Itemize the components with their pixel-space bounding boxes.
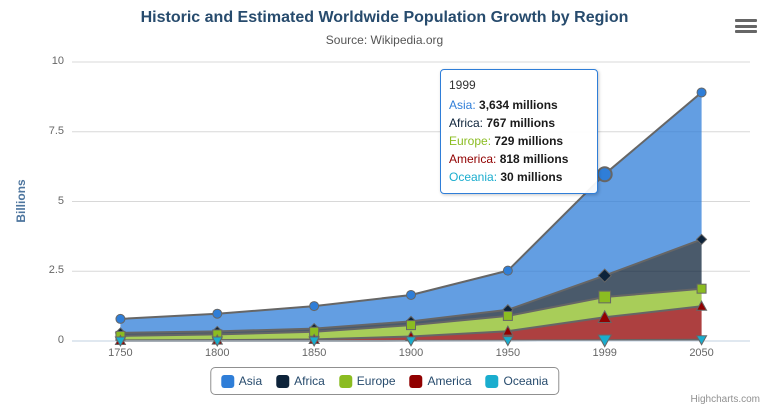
credits-link[interactable]: Highcharts.com [690, 394, 760, 405]
marker-asia-1850[interactable] [309, 301, 320, 312]
tooltip-series-name: Africa: [449, 116, 487, 130]
marker-oceania-1999[interactable] [597, 334, 613, 348]
legend-item-africa[interactable]: Africa [276, 374, 325, 388]
tooltip-series-value: 3,634 millions [479, 98, 558, 112]
marker-oceania-1850[interactable] [308, 336, 320, 347]
area-asia[interactable] [120, 92, 702, 333]
legend-item-oceania[interactable]: Oceania [485, 374, 549, 388]
legend-item-asia[interactable]: Asia [220, 374, 263, 388]
tooltip: 1999 Asia: 3,634 millions Africa: 767 mil… [440, 69, 598, 194]
oceania-swatch-icon [485, 374, 499, 388]
tooltip-row-africa: Africa: 767 millions [449, 114, 589, 132]
legend-label: Asia [238, 374, 263, 388]
y-axis-label: 5 [57, 194, 64, 207]
x-axis-label: 1999 [592, 347, 617, 359]
y-axis-label: 0 [57, 334, 64, 346]
marker-oceania-1800[interactable] [211, 336, 224, 347]
tooltip-series-value: 729 millions [494, 134, 564, 148]
marker-europe-1900[interactable] [406, 320, 416, 331]
marker-oceania-1950[interactable] [502, 336, 514, 347]
marker-oceania-2050[interactable] [695, 335, 708, 346]
marker-oceania-1900[interactable] [405, 336, 417, 347]
x-axis-label: 1900 [398, 347, 424, 359]
marker-europe-2050[interactable] [696, 283, 707, 294]
x-axis-label: 2050 [689, 347, 714, 359]
america-swatch-icon [409, 374, 423, 388]
legend-label: Europe [356, 374, 396, 388]
marker-america-2050[interactable] [695, 300, 708, 311]
tooltip-series-value: 818 millions [499, 152, 569, 166]
area-america[interactable] [120, 306, 702, 341]
africa-swatch-icon [276, 374, 290, 388]
marker-asia-1900[interactable] [406, 289, 416, 300]
y-axis-label: 10 [51, 55, 64, 67]
legend-label: Oceania [503, 374, 549, 388]
asia-swatch-icon [220, 374, 234, 388]
y-axis-label: 2.5 [48, 264, 64, 277]
tooltip-series-value: 30 millions [500, 170, 563, 184]
marker-asia-1999[interactable] [596, 166, 613, 183]
hamburger-menu-icon [735, 24, 757, 28]
x-axis-label: 1950 [495, 347, 521, 359]
context-menu-button[interactable] [735, 19, 757, 33]
marker-asia-1950[interactable] [502, 265, 513, 276]
chart-title: Historic and Estimated Worldwide Populat… [140, 9, 629, 26]
tooltip-row-america: America: 818 millions [449, 150, 589, 168]
legend-item-europe[interactable]: Europe [338, 374, 396, 388]
marker-oceania-1750[interactable] [114, 336, 127, 347]
europe-swatch-icon [338, 374, 352, 388]
tooltip-header: 1999 [449, 78, 476, 92]
marker-africa-2050[interactable] [695, 233, 708, 246]
tooltip-rows: Asia: 3,634 millions Africa: 767 millions… [449, 96, 589, 186]
tooltip-series-name: Asia: [449, 98, 480, 112]
legend-label: Africa [294, 374, 325, 388]
tooltip-series-name: America: [449, 152, 500, 166]
marker-europe-1999[interactable] [598, 290, 612, 304]
chart-subtitle: Source: Wikipedia.org [325, 33, 444, 47]
marker-europe-1950[interactable] [502, 310, 513, 321]
legend: Asia Africa Europe America Oceania [209, 367, 560, 395]
y-axis-label: 7.5 [48, 124, 64, 137]
tooltip-row-europe: Europe: 729 millions [449, 132, 589, 150]
marker-asia-1750[interactable] [115, 313, 126, 324]
hamburger-menu-icon [735, 30, 757, 33]
tooltip-row-asia: Asia: 3,634 millions [449, 96, 589, 114]
area-africa[interactable] [120, 239, 702, 336]
marker-africa-1999[interactable] [597, 268, 612, 283]
tooltip-series-name: Oceania: [449, 170, 501, 184]
x-axis-label: 1800 [205, 347, 230, 359]
legend-label: America [427, 374, 472, 388]
tooltip-series-value: 767 millions [486, 116, 556, 130]
legend-item-america[interactable]: America [409, 374, 472, 388]
marker-asia-1800[interactable] [212, 308, 223, 319]
marker-america-1999[interactable] [597, 309, 613, 324]
x-axis-label: 1850 [301, 347, 327, 359]
tooltip-row-oceania: Oceania: 30 millions [449, 168, 589, 186]
marker-america-1950[interactable] [502, 325, 514, 336]
x-axis-label: 1750 [108, 347, 133, 359]
marker-asia-2050[interactable] [696, 87, 707, 98]
hamburger-menu-icon [735, 19, 757, 22]
tooltip-series-name: Europe: [449, 134, 495, 148]
